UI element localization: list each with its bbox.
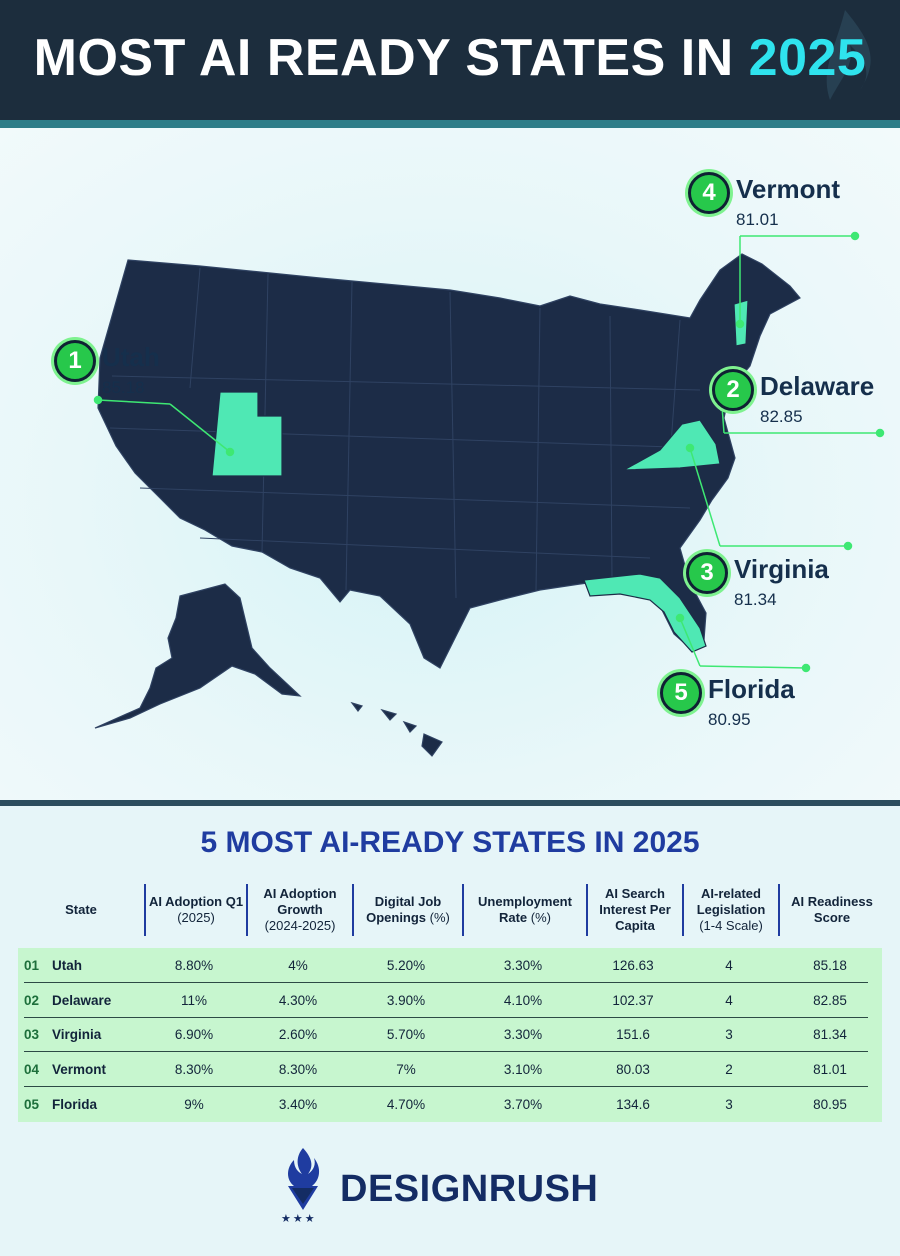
legislation-cell: 4 <box>725 957 733 973</box>
state-borders <box>109 267 701 599</box>
unemployment-cell: 3.30% <box>503 957 543 973</box>
virginia-highlight <box>623 419 721 471</box>
adoption-cell: 6.90% <box>174 1027 214 1043</box>
column-header: AI-related Legislation (1-4 Scale) <box>682 884 778 936</box>
callout-score: 82.85 <box>760 407 803 426</box>
designrush-flame-icon <box>288 1148 320 1210</box>
unemployment-cell: 3.70% <box>503 1097 543 1113</box>
unemployment-cell: 3.30% <box>503 1027 543 1043</box>
section-divider <box>0 800 900 806</box>
callout-score: 80.95 <box>708 710 751 729</box>
us-map-section: 1 Utah 85.18 2 Delaware 82.85 3 Virginia… <box>0 128 900 800</box>
callout-state-name: Delaware <box>760 371 875 401</box>
jobs-cell: 7% <box>396 1062 416 1078</box>
legislation-cell: 4 <box>725 992 733 1008</box>
us-map <box>93 231 885 757</box>
rank-badge: 2 <box>712 369 754 411</box>
rank-badge: 5 <box>660 672 702 714</box>
table-body: 01 Utah 8.80% 4% 5.20% 3.30% 126.63 4 85… <box>18 948 882 1122</box>
designrush-logo: ★★★ DESIGNRUSH <box>278 1146 638 1232</box>
rank-badge: 3 <box>686 552 728 594</box>
score-cell: 82.85 <box>813 992 847 1008</box>
table-row: 01 Utah 8.80% 4% 5.20% 3.30% 126.63 4 85… <box>18 948 882 983</box>
table-row: 03 Virginia 6.90% 2.60% 5.70% 3.30% 151.… <box>18 1018 882 1053</box>
jobs-cell: 3.90% <box>386 992 426 1008</box>
growth-cell: 2.60% <box>278 1027 318 1043</box>
state-cell: Vermont <box>52 1062 107 1078</box>
row-divider <box>24 1051 868 1053</box>
title-main: MOST AI READY STATES IN <box>33 29 734 87</box>
legislation-cell: 2 <box>725 1062 733 1078</box>
unemployment-cell: 4.10% <box>503 992 543 1008</box>
score-cell: 81.01 <box>813 1062 847 1078</box>
column-header: AI Adoption Growth (2024-2025) <box>246 884 352 936</box>
callout-state-name: Utah <box>102 342 160 372</box>
florida-highlight <box>583 573 707 653</box>
table-row: 02 Delaware 11% 4.30% 3.90% 4.10% 102.37… <box>18 983 882 1018</box>
state-cell: Florida <box>52 1097 98 1113</box>
adoption-cell: 11% <box>180 992 208 1008</box>
callout-leaders <box>93 231 885 673</box>
flame-watermark-icon <box>826 10 871 100</box>
adoption-cell: 9% <box>184 1097 204 1113</box>
callout-state-name: Vermont <box>736 174 841 204</box>
column-header: Unemployment Rate (%) <box>462 884 586 936</box>
table-header-row: State AI Adoption Q1 (2025) AI Adoption … <box>20 884 882 936</box>
score-cell: 81.34 <box>813 1027 847 1043</box>
search-cell: 80.03 <box>616 1062 650 1078</box>
rank-cell: 01 <box>24 957 40 973</box>
score-cell: 85.18 <box>813 957 847 973</box>
state-cell: Virginia <box>52 1027 102 1043</box>
row-divider <box>24 1016 868 1018</box>
search-cell: 126.63 <box>612 957 654 973</box>
row-divider <box>24 1086 868 1088</box>
search-cell: 134.6 <box>616 1097 650 1113</box>
jobs-cell: 5.70% <box>386 1027 426 1043</box>
jobs-cell: 4.70% <box>386 1097 426 1113</box>
adoption-cell: 8.30% <box>174 1062 214 1078</box>
callout-score: 85.18 <box>102 378 145 397</box>
rank-cell: 04 <box>24 1062 40 1078</box>
jobs-cell: 5.20% <box>386 957 426 973</box>
adoption-cell: 8.80% <box>174 957 214 973</box>
growth-cell: 8.30% <box>278 1062 318 1078</box>
state-cell: Delaware <box>52 992 112 1008</box>
table-title: 5 MOST AI-READY STATES IN 2025 <box>200 826 700 859</box>
column-header: State <box>65 902 97 917</box>
growth-cell: 3.40% <box>278 1097 318 1113</box>
rank-badge: 4 <box>688 172 730 214</box>
title-year: 2025 <box>748 29 867 87</box>
rank-cell: 02 <box>24 992 40 1008</box>
page-title: MOST AI READY STATES IN 2025 <box>0 28 900 88</box>
alaska-shape <box>94 583 302 729</box>
score-cell: 80.95 <box>813 1097 847 1113</box>
row-divider <box>24 981 868 983</box>
callout-state-name: Florida <box>708 674 795 704</box>
column-header: Digital Job Openings (%) <box>352 884 462 936</box>
column-header: AI Adoption Q1 (2025) <box>144 884 246 936</box>
rating-stars: ★★★ <box>281 1213 317 1225</box>
search-cell: 102.37 <box>612 992 654 1008</box>
column-header: AI Search Interest Per Capita <box>586 884 682 936</box>
legislation-cell: 3 <box>725 1027 733 1043</box>
growth-cell: 4.30% <box>278 992 318 1008</box>
title-banner: MOST AI READY STATES IN 2025 <box>0 0 900 128</box>
rank-cell: 05 <box>24 1097 40 1113</box>
growth-cell: 4% <box>288 957 308 973</box>
table-row: 05 Florida 9% 3.40% 4.70% 3.70% 134.6 3 … <box>18 1087 882 1122</box>
brand-name: DESIGNRUSH <box>340 1168 599 1210</box>
search-cell: 151.6 <box>616 1027 650 1043</box>
column-header: AI Readiness Score <box>778 884 884 936</box>
callout-state-name: Virginia <box>734 554 829 584</box>
legislation-cell: 3 <box>725 1097 733 1113</box>
hawaii-shape <box>350 701 443 757</box>
unemployment-cell: 3.10% <box>503 1062 543 1078</box>
rank-cell: 03 <box>24 1027 40 1043</box>
state-cell: Utah <box>52 957 82 973</box>
callout-score: 81.01 <box>736 210 779 229</box>
rank-badge: 1 <box>54 340 96 382</box>
callout-score: 81.34 <box>734 590 777 609</box>
table-row: 04 Vermont 8.30% 8.30% 7% 3.10% 80.03 2 … <box>18 1052 882 1088</box>
